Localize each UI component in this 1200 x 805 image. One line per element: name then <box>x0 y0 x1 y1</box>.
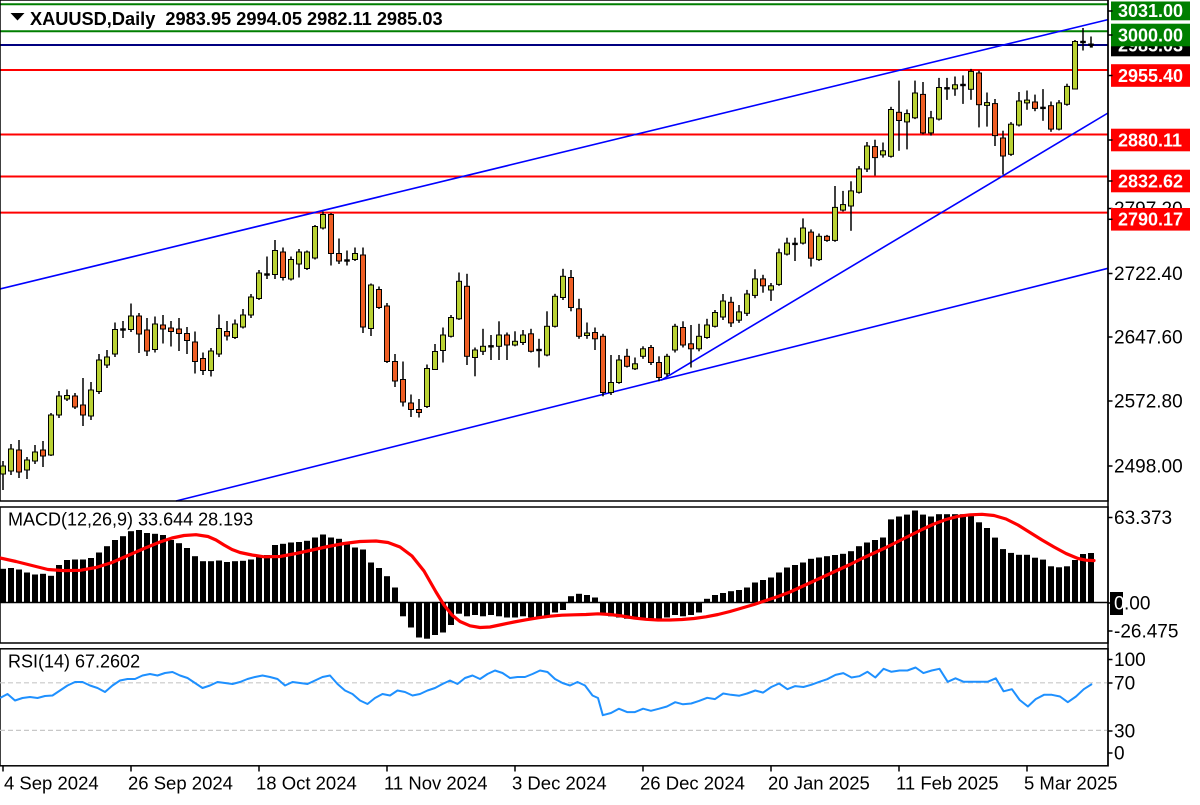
svg-text:26 Sep 2024: 26 Sep 2024 <box>128 773 233 794</box>
svg-text:2790.17: 2790.17 <box>1118 210 1183 230</box>
svg-text:20 Jan 2025: 20 Jan 2025 <box>768 773 870 794</box>
svg-text:2498.00: 2498.00 <box>1114 456 1183 477</box>
svg-text:4 Sep 2024: 4 Sep 2024 <box>4 773 99 794</box>
svg-text:0: 0 <box>1114 593 1125 614</box>
svg-text:RSI(14) 67.2602: RSI(14) 67.2602 <box>8 652 140 672</box>
svg-text:18 Oct 2024: 18 Oct 2024 <box>256 773 357 794</box>
svg-text:30: 30 <box>1114 721 1135 742</box>
svg-text:.00: .00 <box>1124 593 1150 614</box>
svg-text:100: 100 <box>1114 650 1146 671</box>
svg-text:26 Dec 2024: 26 Dec 2024 <box>640 773 745 794</box>
svg-text:2572.80: 2572.80 <box>1114 391 1183 412</box>
svg-text:XAUUSD,Daily 2983.95 2994.05: XAUUSD,Daily 2983.95 2994.05 2982.11 298… <box>30 9 443 29</box>
svg-text:3000.00: 3000.00 <box>1118 25 1183 45</box>
svg-text:2647.60: 2647.60 <box>1114 327 1183 348</box>
svg-text:11 Feb 2025: 11 Feb 2025 <box>896 773 999 794</box>
svg-text:11 Nov 2024: 11 Nov 2024 <box>384 773 488 794</box>
svg-text:63.373: 63.373 <box>1114 508 1172 529</box>
svg-text:70: 70 <box>1114 673 1135 694</box>
svg-text:2832.62: 2832.62 <box>1118 171 1183 191</box>
svg-text:2722.40: 2722.40 <box>1114 264 1183 285</box>
svg-text:MACD(12,26,9) 33.644 28.193: MACD(12,26,9) 33.644 28.193 <box>8 510 253 530</box>
svg-text:2880.11: 2880.11 <box>1118 130 1182 150</box>
svg-text:3 Dec 2024: 3 Dec 2024 <box>512 773 607 794</box>
svg-text:2955.40: 2955.40 <box>1118 66 1183 86</box>
svg-text:-26.475: -26.475 <box>1114 621 1178 642</box>
svg-text:5 Mar 2025: 5 Mar 2025 <box>1024 773 1118 794</box>
svg-text:0: 0 <box>1114 743 1125 764</box>
svg-text:3031.00: 3031.00 <box>1118 1 1183 21</box>
